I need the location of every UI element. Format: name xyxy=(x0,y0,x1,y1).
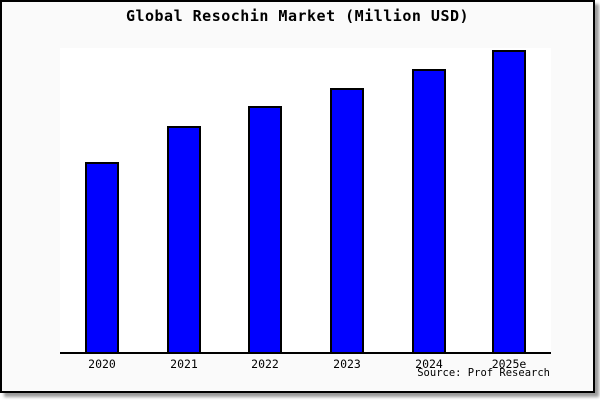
x-axis-tick-label: 2023 xyxy=(333,357,361,371)
source-credit: Source: Prof Research xyxy=(417,367,550,379)
chart-title: Global Resochin Market (Million USD) xyxy=(125,7,470,25)
bar-2023 xyxy=(330,88,364,352)
bar-2024 xyxy=(412,69,446,352)
chart-frame: Global Resochin Market (Million USD) 202… xyxy=(0,0,595,393)
plot-area xyxy=(60,48,551,354)
bar-2020 xyxy=(85,162,119,352)
x-axis-tick-label: 2021 xyxy=(170,357,198,371)
bar-2021 xyxy=(167,126,201,352)
x-axis-tick-label: 2025e xyxy=(491,357,527,371)
x-axis-tick-label: 2022 xyxy=(251,357,279,371)
x-axis-tick-label: 2024 xyxy=(415,357,443,371)
bar-2022 xyxy=(248,106,282,352)
x-axis-tick-label: 2020 xyxy=(88,357,116,371)
bar-2025e xyxy=(492,50,526,352)
